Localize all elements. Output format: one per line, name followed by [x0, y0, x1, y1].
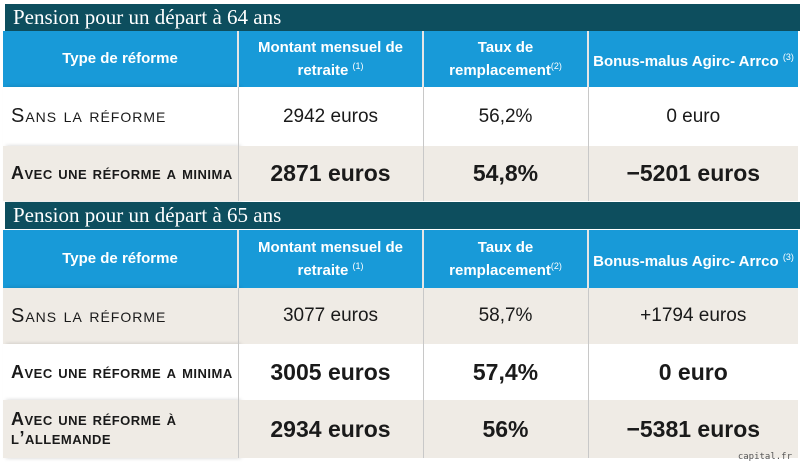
pension-table-64: Type de réforme Montant mensuel de retra…: [3, 31, 798, 201]
header-taux: Taux de remplacement(2): [423, 230, 589, 288]
cell-montant: 2942 euros: [238, 87, 424, 146]
header-type: Type de réforme: [3, 230, 239, 288]
header-taux: Taux de remplacement(2): [423, 31, 589, 87]
table-row: Sans la réforme 2942 euros 56,2% 0 euro: [3, 87, 798, 146]
row-type: Sans la réforme: [3, 288, 239, 344]
table-header-row: Type de réforme Montant mensuel de retra…: [3, 31, 798, 87]
row-type: Avec une réforme à l’allemande: [3, 400, 239, 458]
cell-bonus: −5201 euros: [588, 146, 798, 201]
cell-bonus: +1794 euros: [588, 288, 798, 344]
cell-taux: 54,8%: [423, 146, 589, 201]
cell-taux: 57,4%: [423, 344, 589, 400]
row-type: Sans la réforme: [3, 87, 239, 146]
cell-taux: 56,2%: [423, 87, 589, 146]
section-title-65: Pension pour un départ à 65 ans: [5, 202, 800, 229]
table-row: Avec une réforme à l’allemande 2934 euro…: [3, 400, 798, 458]
source-credit: capital.fr: [737, 452, 792, 462]
header-bonus: Bonus-malus Agirc- Arrco (3): [588, 230, 798, 288]
cell-montant: 3005 euros: [238, 344, 424, 400]
cell-montant: 2871 euros: [238, 146, 424, 201]
pension-table-65: Type de réforme Montant mensuel de retra…: [3, 230, 798, 458]
header-bonus: Bonus-malus Agirc- Arrco (3): [588, 31, 798, 87]
cell-bonus: −5381 euros: [588, 400, 798, 458]
header-montant: Montant mensuel de retraite (1): [238, 31, 424, 87]
section-title-64: Pension pour un départ à 64 ans: [5, 4, 800, 31]
cell-montant: 2934 euros: [238, 400, 424, 458]
header-montant: Montant mensuel de retraite (1): [238, 230, 424, 288]
cell-bonus: 0 euro: [588, 87, 798, 146]
row-type: Avec une réforme a minima: [3, 146, 239, 201]
table-row: Avec une réforme a minima 2871 euros 54,…: [3, 146, 798, 201]
cell-taux: 58,7%: [423, 288, 589, 344]
table-header-row: Type de réforme Montant mensuel de retra…: [3, 230, 798, 288]
table-row: Avec une réforme a minima 3005 euros 57,…: [3, 344, 798, 400]
header-type: Type de réforme: [3, 31, 239, 87]
row-type: Avec une réforme a minima: [3, 344, 239, 400]
table-row: Sans la réforme 3077 euros 58,7% +1794 e…: [3, 288, 798, 344]
cell-montant: 3077 euros: [238, 288, 424, 344]
cell-bonus: 0 euro: [588, 344, 798, 400]
cell-taux: 56%: [423, 400, 589, 458]
